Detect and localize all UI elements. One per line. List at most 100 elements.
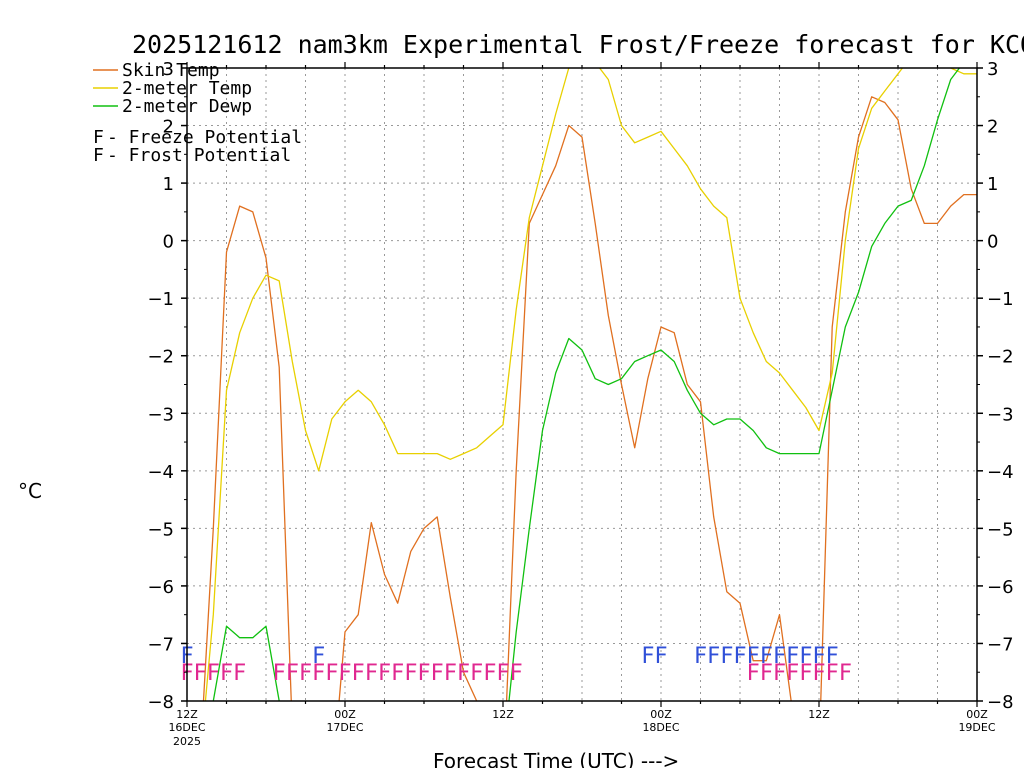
frost-mark: F	[826, 644, 839, 669]
freeze-mark: F	[299, 661, 312, 686]
y-tick-label-left: 1	[163, 174, 174, 195]
x-tick-hour: 00Z	[650, 708, 672, 721]
freeze-mark: F	[510, 661, 523, 686]
y-tick-label-left: −4	[147, 462, 174, 483]
legend-label: Skin Temp	[122, 60, 220, 81]
x-tick-hour: 00Z	[966, 708, 988, 721]
y-tick-label-left: 2	[163, 117, 174, 138]
x-tick-date: 16DEC	[168, 721, 205, 734]
y-tick-label-right: −6	[987, 577, 1014, 598]
y-tick-label-right: 3	[987, 59, 998, 80]
y-axis-ticks: 3 3 2 2 1 1 0 0 −1 −1 −2 −2 −3 −3 −4 −4 −5 −5 −6 −6 −7 −7 −8 −8	[147, 59, 1013, 713]
freeze-mark: F	[496, 661, 509, 686]
x-tick-hour: 12Z	[808, 708, 830, 721]
freeze-mark: F	[233, 661, 246, 686]
freeze-mark: F	[470, 661, 483, 686]
y-axis-label: °C	[18, 479, 42, 503]
x-tick-date: 19DEC	[958, 721, 995, 734]
legend-label: 2-meter Temp	[122, 78, 252, 99]
y-tick-label-left: 3	[163, 59, 174, 80]
freeze-mark: F	[444, 661, 457, 686]
freeze-mark: F	[483, 661, 496, 686]
y-tick-label-right: −4	[987, 462, 1014, 483]
freeze-mark: F	[352, 661, 365, 686]
series-skin-temp	[202, 96, 977, 701]
frost-mark: F	[707, 644, 720, 669]
freeze-mark: F	[325, 661, 338, 686]
freeze-mark: F	[391, 661, 404, 686]
frost-mark: F	[694, 644, 707, 669]
frost-mark: F	[654, 644, 667, 669]
y-tick-label-right: −8	[987, 692, 1014, 713]
freeze-mark: F	[760, 661, 773, 686]
freeze-mark: F	[338, 661, 351, 686]
series-line	[204, 68, 977, 701]
freeze-mark: F	[220, 661, 233, 686]
legend-label: 2-meter Dewp	[122, 96, 252, 117]
frost-mark: F	[720, 644, 733, 669]
x-tick-hour: 12Z	[492, 708, 514, 721]
y-tick-label-left: −2	[147, 347, 174, 368]
freeze-mark: F	[312, 661, 325, 686]
freeze-mark: F	[457, 661, 470, 686]
series-2-meter-temp	[204, 68, 977, 701]
freeze-mark: F	[207, 661, 220, 686]
freeze-mark: F	[812, 661, 825, 686]
frost-mark: F	[786, 644, 799, 669]
series-line	[212, 625, 280, 701]
frost-mark: F	[641, 644, 654, 669]
frost-mark: F	[799, 644, 812, 669]
freeze-mark: F	[378, 661, 391, 686]
y-tick-label-left: −1	[147, 289, 174, 310]
freeze-mark: F	[417, 661, 430, 686]
x-tick-hour: 12Z	[176, 708, 198, 721]
chart-title: 2025121612 nam3km Experimental Frost/Fre…	[132, 30, 1024, 59]
series-line	[508, 68, 961, 701]
freeze-mark: F	[747, 661, 760, 686]
y-tick-label-left: 0	[163, 232, 174, 253]
y-tick-label-right: −2	[987, 347, 1014, 368]
freeze-mark: F	[431, 661, 444, 686]
y-tick-label-right: 1	[987, 174, 998, 195]
frost-mark: F	[812, 644, 825, 669]
y-tick-label-left: −8	[147, 692, 174, 713]
freeze-mark: F	[839, 661, 852, 686]
freeze-mark: F	[404, 661, 417, 686]
legend-potential-mark: F	[93, 145, 104, 166]
freeze-mark: F	[365, 661, 378, 686]
grid-lines	[187, 68, 977, 701]
frost-mark: F	[733, 644, 746, 669]
y-tick-label-right: −1	[987, 289, 1014, 310]
y-tick-label-left: −6	[147, 577, 174, 598]
frost-mark: F	[760, 644, 773, 669]
freeze-mark: F	[786, 661, 799, 686]
frost-mark: F	[747, 644, 760, 669]
y-tick-label-right: 0	[987, 232, 998, 253]
plot-frame	[186, 67, 978, 702]
frost-mark: F	[773, 644, 786, 669]
freeze-mark: F	[826, 661, 839, 686]
frost-mark: F	[312, 644, 325, 669]
x-tick-hour: 00Z	[334, 708, 356, 721]
x-axis-label: Forecast Time (UTC) --->	[433, 749, 679, 768]
y-tick-label-right: 2	[987, 117, 998, 138]
freeze-mark: F	[773, 661, 786, 686]
x-tick-date: 18DEC	[642, 721, 679, 734]
series-lines	[202, 68, 977, 701]
y-tick-label-right: −3	[987, 404, 1014, 425]
potential-marks: F F F F F F F F F F F F F F F F F F F F F F F F F F F F F F F FF F F F F F F F…	[180, 644, 852, 686]
y-tick-label-right: −5	[987, 519, 1014, 540]
x-tick-date: 17DEC	[326, 721, 363, 734]
series-2-meter-dewp	[212, 68, 961, 701]
freeze-mark: F	[194, 661, 207, 686]
freeze-mark: F	[799, 661, 812, 686]
y-tick-label-left: −3	[147, 404, 174, 425]
x-tick-year: 2025	[173, 735, 201, 748]
freeze-mark: F	[286, 661, 299, 686]
freeze-mark: F	[273, 661, 286, 686]
y-tick-label-left: −5	[147, 519, 174, 540]
series-line	[202, 96, 977, 701]
